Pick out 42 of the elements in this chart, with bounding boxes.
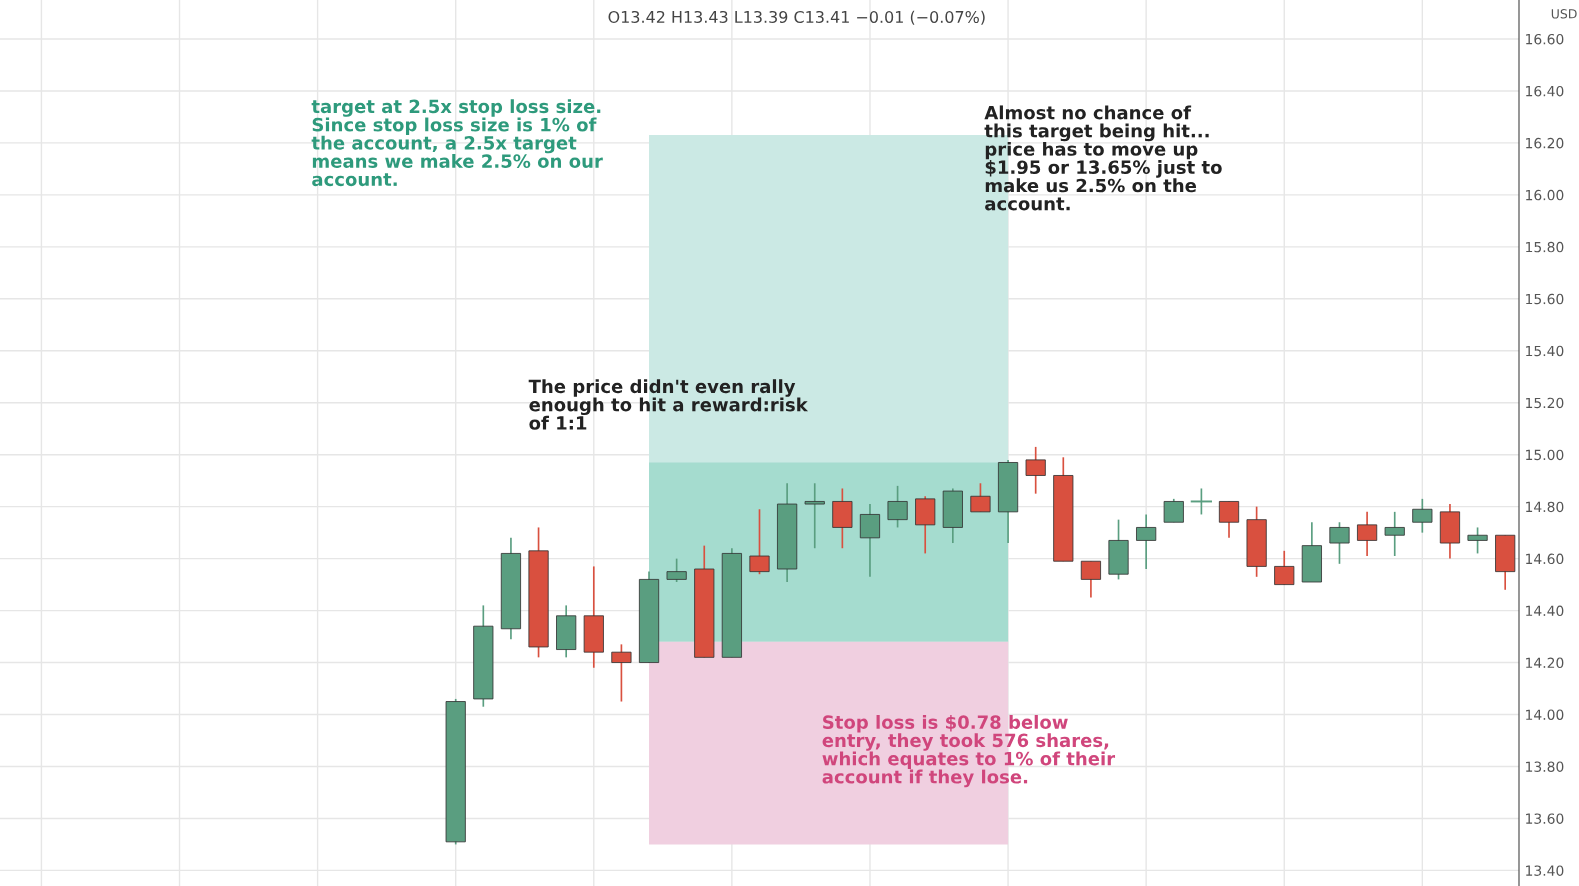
candlestick <box>611 643 632 703</box>
candlestick <box>1163 498 1184 524</box>
y-tick-label: 15.80 <box>1526 241 1564 253</box>
candlestick <box>749 508 770 576</box>
candlestick <box>887 485 908 529</box>
y-tick-label: 14.00 <box>1526 709 1564 720</box>
candlestick <box>1218 500 1240 539</box>
y-tick-label: 14.80 <box>1526 501 1564 513</box>
annotation: Stop loss is $0.78 below entry, they took 576 shares, which equates to 1% of their account if they lose. <box>822 715 1116 788</box>
y-tick-label: 13.40 <box>1526 865 1564 876</box>
annotation: target at 2.5x stop loss size. Since stop loss size is 1% of the account, a 2.5x target means we make 2.5% on our account. <box>311 99 603 187</box>
y-tick-label: 16.00 <box>1526 189 1564 201</box>
y-tick-label: 15.20 <box>1526 397 1564 409</box>
y-axis-title: USD <box>1551 9 1577 19</box>
y-tick-label: 14.20 <box>1526 657 1564 669</box>
annotation: The price didn't even rally enough to hit a reward:risk of 1:1 <box>528 379 809 430</box>
candlestick <box>1080 560 1101 599</box>
y-tick-label: 15.00 <box>1526 449 1564 461</box>
candlestick <box>1274 549 1295 586</box>
candlestick <box>859 503 881 578</box>
y-tick-label: 16.40 <box>1526 85 1564 97</box>
candlestick <box>1384 511 1405 557</box>
candlestick <box>1190 487 1213 516</box>
annotation: Almost no chance of this target being hit... price has to move up $1.95 or 13.65% just to make us 2.5% on the account. <box>984 105 1222 211</box>
candlestick <box>1136 513 1157 570</box>
candlestick <box>1412 498 1433 534</box>
y-tick-label: 14.40 <box>1526 605 1564 617</box>
candlestick <box>1467 526 1488 555</box>
y-tick-label: 16.60 <box>1526 33 1564 45</box>
y-tick-label: 13.60 <box>1526 813 1564 824</box>
y-tick-label: 15.40 <box>1526 345 1564 357</box>
candlestick <box>1357 511 1378 557</box>
candlestick <box>1329 521 1350 565</box>
y-tick-label: 15.60 <box>1526 293 1564 305</box>
y-tick-label: 13.80 <box>1526 761 1564 772</box>
text: O13.42 H13.43 L13.39 C13.41 −0.01 (−0.07%) <box>608 10 985 25</box>
candlestick <box>666 557 687 583</box>
candlestick <box>804 482 825 550</box>
candlestick <box>970 482 991 513</box>
candlestick <box>1025 446 1046 495</box>
y-tick-label: 16.20 <box>1526 137 1564 149</box>
y-tick-label: 14.60 <box>1526 553 1564 565</box>
